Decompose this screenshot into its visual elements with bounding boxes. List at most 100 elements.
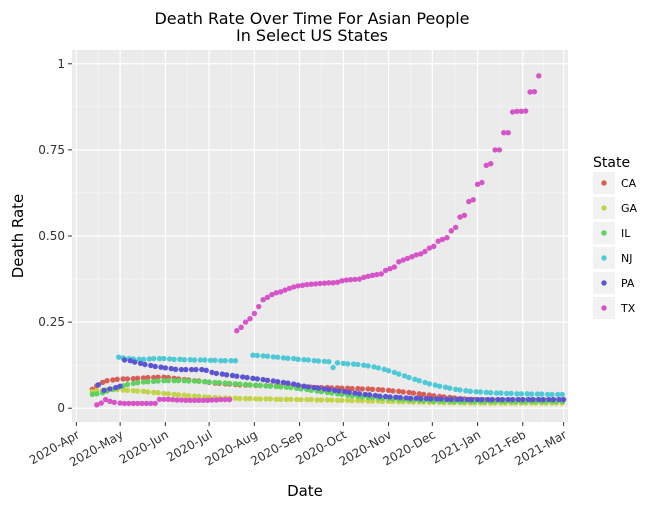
data-point [275, 354, 281, 360]
data-point [94, 391, 100, 397]
data-point [222, 380, 228, 386]
data-point [228, 358, 234, 364]
data-point [349, 385, 355, 392]
data-point [404, 255, 411, 262]
data-point [396, 259, 402, 265]
data-point [435, 238, 441, 244]
data-point [89, 391, 96, 398]
data-point [183, 366, 189, 373]
data-point [291, 381, 297, 387]
data-point [250, 352, 256, 358]
data-point [540, 396, 546, 403]
data-point [286, 285, 293, 292]
data-point [196, 397, 202, 403]
data-point [183, 397, 189, 403]
data-point [161, 378, 167, 384]
data-point [301, 357, 307, 363]
data-point [505, 130, 511, 136]
data-point [223, 372, 230, 378]
data-point [439, 236, 446, 243]
data-point [234, 373, 240, 379]
data-point [151, 378, 157, 385]
data-point [165, 396, 171, 402]
data-point [264, 353, 271, 359]
data-point [340, 360, 346, 367]
data-point [347, 277, 354, 283]
legend: State CA GA IL NJ PA TX [593, 155, 638, 319]
data-point [134, 380, 141, 386]
data-point [509, 109, 516, 115]
data-point [263, 396, 269, 402]
data-point [216, 380, 222, 386]
data-point [187, 357, 193, 363]
data-point [413, 252, 419, 258]
data-point [321, 280, 328, 286]
data-point [280, 355, 287, 361]
data-point [375, 365, 382, 371]
data-point [372, 392, 379, 399]
data-point [371, 364, 377, 370]
data-point [403, 395, 409, 401]
data-point [329, 397, 335, 403]
data-point [355, 397, 361, 404]
data-point [317, 280, 323, 287]
data-point [483, 162, 489, 169]
data-point [171, 391, 177, 398]
data-point [156, 355, 163, 362]
data-point [423, 395, 430, 402]
data-point [273, 383, 279, 390]
data-point [531, 89, 538, 95]
data-point [277, 289, 284, 295]
data-point [145, 379, 151, 385]
data-point [474, 396, 481, 403]
data-point [461, 212, 468, 218]
data-point [305, 384, 311, 390]
data-point [321, 386, 328, 392]
data-point [275, 379, 281, 385]
data-point [140, 379, 147, 385]
data-point [315, 385, 322, 391]
data-point [365, 363, 371, 369]
data-point [174, 397, 180, 403]
data-point [369, 386, 376, 392]
data-point [175, 378, 182, 384]
data-point [514, 391, 520, 397]
data-point [536, 73, 542, 79]
legend-swatch [601, 180, 607, 186]
data-point [330, 280, 336, 286]
data-point [145, 389, 151, 395]
data-point [146, 356, 152, 362]
legend-swatch [601, 255, 607, 261]
data-point [126, 400, 132, 407]
data-point [559, 391, 565, 398]
data-point [134, 388, 141, 394]
data-point [264, 294, 271, 300]
data-point [311, 358, 317, 364]
data-point [270, 354, 276, 360]
chart-title-line-1: Death Rate Over Time For Asian People [154, 9, 469, 28]
legend-label: TX [620, 302, 636, 315]
legend-label: GA [621, 202, 638, 215]
data-point [380, 387, 386, 393]
data-point [365, 398, 371, 404]
data-point [209, 397, 215, 403]
data-point [515, 396, 522, 403]
data-point [264, 377, 271, 383]
data-point [366, 392, 373, 398]
data-point [161, 355, 167, 362]
data-point [226, 396, 233, 403]
data-point [477, 389, 484, 395]
data-point [218, 396, 224, 403]
data-point [345, 361, 351, 367]
data-point [151, 355, 157, 362]
data-point [295, 356, 301, 362]
data-point [161, 390, 167, 397]
data-point [457, 387, 463, 393]
data-point [222, 396, 228, 403]
y-tick-label: 0.25 [38, 315, 65, 329]
data-point [318, 397, 325, 403]
data-point [151, 389, 157, 396]
data-point [295, 283, 301, 289]
data-point [374, 271, 380, 278]
